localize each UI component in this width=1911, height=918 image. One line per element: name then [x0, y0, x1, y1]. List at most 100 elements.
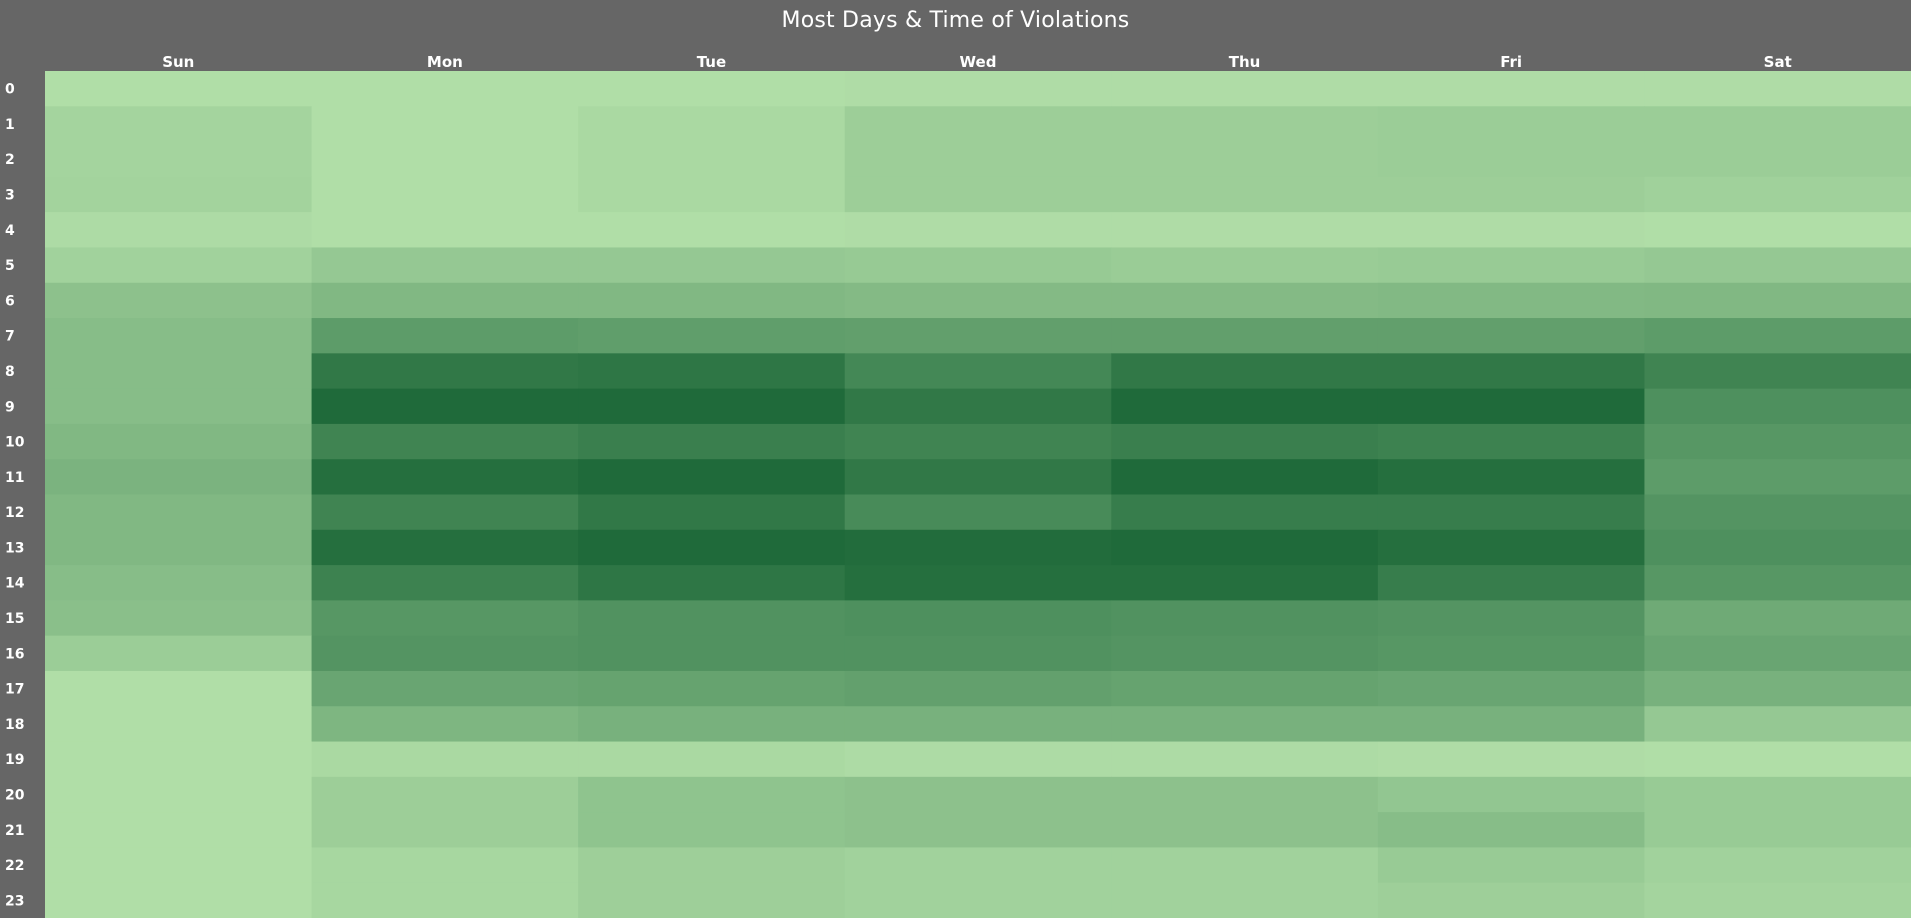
- heatmap-cell-mon-hour-15[interactable]: [311, 600, 579, 637]
- heatmap-cell-sun-hour-13[interactable]: [45, 529, 313, 566]
- heatmap-cell-sat-hour-21[interactable]: [1644, 812, 1911, 848]
- heatmap-cell-thu-hour-5[interactable]: [1111, 247, 1379, 284]
- heatmap-cell-thu-hour-19[interactable]: [1111, 741, 1379, 778]
- heatmap-cell-sun-hour-14[interactable]: [45, 565, 313, 601]
- heatmap-cell-sun-hour-10[interactable]: [45, 423, 313, 460]
- heatmap-cell-tue-hour-6[interactable]: [578, 282, 846, 319]
- heatmap-cell-fri-hour-11[interactable]: [1377, 459, 1645, 495]
- heatmap-cell-sun-hour-17[interactable]: [45, 670, 313, 707]
- heatmap-cell-thu-hour-15[interactable]: [1111, 600, 1379, 637]
- heatmap-cell-sun-hour-21[interactable]: [45, 812, 313, 848]
- heatmap-cell-fri-hour-17[interactable]: [1377, 670, 1645, 707]
- heatmap-cell-thu-hour-14[interactable]: [1111, 565, 1379, 601]
- heatmap-cell-wed-hour-6[interactable]: [844, 282, 1112, 319]
- heatmap-cell-fri-hour-22[interactable]: [1377, 847, 1645, 884]
- heatmap-cell-tue-hour-9[interactable]: [578, 388, 846, 425]
- heatmap-cell-wed-hour-9[interactable]: [844, 388, 1112, 425]
- heatmap-cell-sat-hour-19[interactable]: [1644, 741, 1911, 778]
- heatmap-cell-sat-hour-5[interactable]: [1644, 247, 1911, 284]
- heatmap-cell-thu-hour-13[interactable]: [1111, 529, 1379, 566]
- heatmap-cell-wed-hour-11[interactable]: [844, 459, 1112, 495]
- heatmap-cell-fri-hour-15[interactable]: [1377, 600, 1645, 637]
- heatmap-cell-sat-hour-6[interactable]: [1644, 282, 1911, 319]
- heatmap-cell-thu-hour-11[interactable]: [1111, 459, 1379, 495]
- heatmap-cell-fri-hour-23[interactable]: [1377, 882, 1645, 918]
- heatmap-cell-sun-hour-20[interactable]: [45, 776, 313, 813]
- heatmap-cell-thu-hour-7[interactable]: [1111, 318, 1379, 354]
- heatmap-cell-thu-hour-12[interactable]: [1111, 494, 1379, 531]
- heatmap-cell-fri-hour-13[interactable]: [1377, 529, 1645, 566]
- heatmap-cell-sat-hour-23[interactable]: [1644, 882, 1911, 918]
- heatmap-cell-tue-hour-19[interactable]: [578, 741, 846, 778]
- heatmap-cell-tue-hour-2[interactable]: [578, 141, 846, 178]
- heatmap-cell-fri-hour-4[interactable]: [1377, 212, 1645, 248]
- heatmap-cell-wed-hour-12[interactable]: [844, 494, 1112, 531]
- heatmap-cell-mon-hour-7[interactable]: [311, 318, 579, 354]
- heatmap-cell-mon-hour-0[interactable]: [311, 71, 579, 107]
- heatmap-cell-wed-hour-3[interactable]: [844, 176, 1112, 213]
- heatmap-cell-mon-hour-14[interactable]: [311, 565, 579, 601]
- heatmap-cell-sat-hour-17[interactable]: [1644, 670, 1911, 707]
- heatmap-cell-fri-hour-5[interactable]: [1377, 247, 1645, 284]
- heatmap-cell-mon-hour-11[interactable]: [311, 459, 579, 495]
- heatmap-cell-tue-hour-4[interactable]: [578, 212, 846, 248]
- heatmap-cell-wed-hour-23[interactable]: [844, 882, 1112, 918]
- heatmap-cell-tue-hour-15[interactable]: [578, 600, 846, 637]
- heatmap-cell-sat-hour-11[interactable]: [1644, 459, 1911, 495]
- heatmap-cell-thu-hour-1[interactable]: [1111, 106, 1379, 143]
- heatmap-cell-sat-hour-9[interactable]: [1644, 388, 1911, 425]
- heatmap-cell-mon-hour-2[interactable]: [311, 141, 579, 178]
- heatmap-cell-thu-hour-16[interactable]: [1111, 635, 1379, 672]
- heatmap-cell-sat-hour-15[interactable]: [1644, 600, 1911, 637]
- heatmap-cell-fri-hour-14[interactable]: [1377, 565, 1645, 601]
- heatmap-cell-fri-hour-8[interactable]: [1377, 353, 1645, 390]
- heatmap-cell-tue-hour-8[interactable]: [578, 353, 846, 390]
- heatmap-cell-mon-hour-16[interactable]: [311, 635, 579, 672]
- heatmap-cell-tue-hour-18[interactable]: [578, 706, 846, 743]
- heatmap-cell-sun-hour-8[interactable]: [45, 353, 313, 390]
- heatmap-cell-mon-hour-3[interactable]: [311, 176, 579, 213]
- heatmap-cell-thu-hour-8[interactable]: [1111, 353, 1379, 390]
- heatmap-cell-tue-hour-17[interactable]: [578, 670, 846, 707]
- heatmap-cell-sun-hour-15[interactable]: [45, 600, 313, 637]
- heatmap-cell-wed-hour-20[interactable]: [844, 776, 1112, 813]
- heatmap-cell-fri-hour-1[interactable]: [1377, 106, 1645, 143]
- heatmap-cell-wed-hour-0[interactable]: [844, 71, 1112, 107]
- heatmap-cell-sun-hour-2[interactable]: [45, 141, 313, 178]
- heatmap-cell-wed-hour-8[interactable]: [844, 353, 1112, 390]
- heatmap-cell-wed-hour-16[interactable]: [844, 635, 1112, 672]
- heatmap-cell-thu-hour-0[interactable]: [1111, 71, 1379, 107]
- heatmap-cell-tue-hour-22[interactable]: [578, 847, 846, 884]
- heatmap-cell-tue-hour-13[interactable]: [578, 529, 846, 566]
- heatmap-cell-fri-hour-19[interactable]: [1377, 741, 1645, 778]
- heatmap-cell-wed-hour-18[interactable]: [844, 706, 1112, 743]
- heatmap-cell-sun-hour-1[interactable]: [45, 106, 313, 143]
- heatmap-cell-tue-hour-20[interactable]: [578, 776, 846, 813]
- heatmap-cell-sun-hour-18[interactable]: [45, 706, 313, 743]
- heatmap-cell-sun-hour-11[interactable]: [45, 459, 313, 495]
- heatmap-cell-mon-hour-20[interactable]: [311, 776, 579, 813]
- heatmap-cell-wed-hour-2[interactable]: [844, 141, 1112, 178]
- heatmap-cell-tue-hour-0[interactable]: [578, 71, 846, 107]
- heatmap-cell-sun-hour-19[interactable]: [45, 741, 313, 778]
- heatmap-cell-fri-hour-21[interactable]: [1377, 812, 1645, 848]
- heatmap-cell-tue-hour-23[interactable]: [578, 882, 846, 918]
- heatmap-cell-thu-hour-10[interactable]: [1111, 423, 1379, 460]
- heatmap-cell-tue-hour-21[interactable]: [578, 812, 846, 848]
- heatmap-cell-sat-hour-10[interactable]: [1644, 423, 1911, 460]
- heatmap-cell-sun-hour-16[interactable]: [45, 635, 313, 672]
- heatmap-cell-sun-hour-5[interactable]: [45, 247, 313, 284]
- heatmap-cell-tue-hour-5[interactable]: [578, 247, 846, 284]
- heatmap-cell-thu-hour-23[interactable]: [1111, 882, 1379, 918]
- heatmap-cell-tue-hour-10[interactable]: [578, 423, 846, 460]
- heatmap-cell-thu-hour-3[interactable]: [1111, 176, 1379, 213]
- heatmap-cell-wed-hour-21[interactable]: [844, 812, 1112, 848]
- heatmap-cell-fri-hour-16[interactable]: [1377, 635, 1645, 672]
- heatmap-cell-fri-hour-10[interactable]: [1377, 423, 1645, 460]
- heatmap-cell-mon-hour-10[interactable]: [311, 423, 579, 460]
- heatmap-cell-thu-hour-22[interactable]: [1111, 847, 1379, 884]
- heatmap-cell-sat-hour-18[interactable]: [1644, 706, 1911, 743]
- heatmap-cell-mon-hour-23[interactable]: [311, 882, 579, 918]
- heatmap-cell-fri-hour-20[interactable]: [1377, 776, 1645, 813]
- heatmap-cell-mon-hour-18[interactable]: [311, 706, 579, 743]
